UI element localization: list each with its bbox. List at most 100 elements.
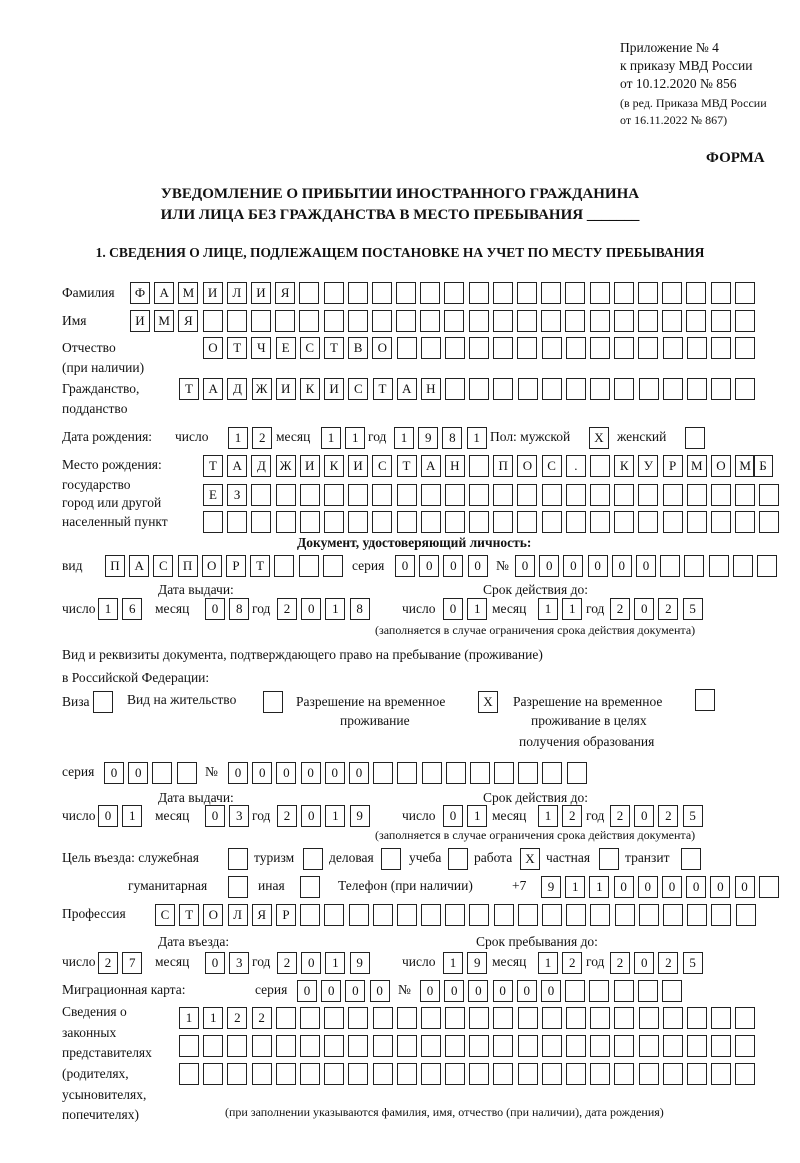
char-cell[interactable]: 1 bbox=[228, 427, 248, 449]
char-cell[interactable] bbox=[492, 282, 513, 304]
char-cell[interactable] bbox=[638, 1007, 659, 1029]
char-cell[interactable]: Р bbox=[225, 555, 246, 577]
char-cell[interactable]: 8 bbox=[442, 427, 463, 449]
char-cell[interactable]: 1 bbox=[538, 952, 558, 974]
char-cell[interactable]: 0 bbox=[686, 876, 707, 898]
char-cell[interactable] bbox=[444, 337, 465, 359]
checkbox[interactable] bbox=[448, 848, 468, 870]
char-cell[interactable] bbox=[420, 1007, 441, 1029]
char-cell[interactable]: И bbox=[250, 282, 271, 304]
char-cell[interactable] bbox=[686, 282, 707, 304]
char-cell[interactable]: 0 bbox=[321, 980, 342, 1002]
char-cell[interactable] bbox=[517, 511, 538, 533]
char-cell[interactable]: С bbox=[348, 378, 369, 400]
char-cell[interactable] bbox=[396, 904, 417, 926]
char-cell[interactable]: 1 bbox=[325, 952, 346, 974]
char-cell[interactable] bbox=[565, 980, 586, 1002]
char-cell[interactable] bbox=[275, 1007, 296, 1029]
char-cell[interactable] bbox=[686, 310, 707, 332]
char-cell[interactable] bbox=[638, 484, 659, 506]
char-cell[interactable]: 0 bbox=[492, 980, 513, 1002]
char-cell[interactable] bbox=[614, 1035, 635, 1057]
char-cell[interactable]: О bbox=[203, 337, 223, 359]
char-cell[interactable] bbox=[735, 511, 756, 533]
char-cell[interactable] bbox=[299, 1063, 320, 1085]
char-cell[interactable]: К bbox=[614, 455, 635, 477]
char-cell[interactable] bbox=[420, 310, 441, 332]
char-cell[interactable]: 1 bbox=[325, 805, 346, 827]
char-cell[interactable] bbox=[590, 484, 610, 506]
char-cell[interactable]: 2 bbox=[658, 952, 679, 974]
char-cell[interactable]: 0 bbox=[587, 555, 608, 577]
char-cell[interactable]: 9 bbox=[467, 952, 488, 974]
char-cell[interactable] bbox=[711, 1063, 732, 1085]
char-cell[interactable]: Т bbox=[250, 555, 271, 577]
char-cell[interactable] bbox=[735, 378, 756, 400]
char-cell[interactable]: И bbox=[130, 310, 150, 332]
char-cell[interactable]: Ж bbox=[251, 378, 272, 400]
char-cell[interactable] bbox=[589, 310, 610, 332]
char-cell[interactable] bbox=[638, 378, 659, 400]
char-cell[interactable] bbox=[348, 1035, 369, 1057]
char-cell[interactable] bbox=[660, 555, 681, 577]
char-cell[interactable]: П bbox=[177, 555, 198, 577]
char-cell[interactable] bbox=[421, 762, 442, 784]
char-cell[interactable] bbox=[517, 904, 538, 926]
char-cell[interactable]: М bbox=[735, 455, 756, 477]
char-cell[interactable]: С bbox=[299, 337, 320, 359]
char-cell[interactable]: С bbox=[155, 904, 175, 926]
char-cell[interactable] bbox=[469, 1035, 490, 1057]
char-cell[interactable] bbox=[565, 337, 586, 359]
char-cell[interactable] bbox=[708, 555, 729, 577]
char-cell[interactable] bbox=[372, 1063, 393, 1085]
char-cell[interactable] bbox=[152, 762, 173, 784]
char-cell[interactable]: Н bbox=[444, 455, 465, 477]
char-cell[interactable]: Д bbox=[227, 378, 248, 400]
char-cell[interactable] bbox=[566, 1035, 586, 1057]
char-cell[interactable] bbox=[686, 1035, 707, 1057]
char-cell[interactable] bbox=[251, 484, 272, 506]
char-cell[interactable]: 5 bbox=[682, 598, 703, 620]
char-cell[interactable] bbox=[203, 511, 223, 533]
char-cell[interactable]: 1 bbox=[466, 427, 487, 449]
char-cell[interactable] bbox=[299, 1007, 320, 1029]
char-cell[interactable] bbox=[323, 310, 344, 332]
char-cell[interactable] bbox=[275, 1063, 296, 1085]
char-cell[interactable] bbox=[420, 1035, 441, 1057]
char-cell[interactable] bbox=[468, 282, 489, 304]
char-cell[interactable]: 0 bbox=[205, 805, 225, 827]
char-cell[interactable]: Т bbox=[227, 337, 248, 359]
char-cell[interactable]: Я bbox=[275, 282, 296, 304]
char-cell[interactable]: И bbox=[202, 282, 223, 304]
char-cell[interactable] bbox=[735, 337, 756, 359]
checkbox[interactable] bbox=[681, 848, 701, 870]
char-cell[interactable] bbox=[445, 762, 466, 784]
char-cell[interactable] bbox=[493, 378, 514, 400]
char-cell[interactable]: Л bbox=[226, 282, 247, 304]
char-cell[interactable]: 0 bbox=[516, 980, 537, 1002]
char-cell[interactable] bbox=[469, 762, 490, 784]
char-cell[interactable] bbox=[517, 1007, 538, 1029]
char-cell[interactable]: 0 bbox=[635, 555, 656, 577]
char-cell[interactable] bbox=[661, 980, 682, 1002]
char-cell[interactable] bbox=[566, 904, 587, 926]
char-cell[interactable]: 0 bbox=[468, 980, 489, 1002]
char-cell[interactable] bbox=[710, 310, 731, 332]
char-cell[interactable]: Н bbox=[420, 378, 441, 400]
char-cell[interactable] bbox=[542, 762, 563, 784]
char-cell[interactable]: Я bbox=[178, 310, 199, 332]
char-cell[interactable] bbox=[613, 310, 634, 332]
char-cell[interactable] bbox=[493, 337, 514, 359]
char-cell[interactable] bbox=[299, 1035, 320, 1057]
char-cell[interactable]: М bbox=[154, 310, 175, 332]
char-cell[interactable] bbox=[541, 310, 562, 332]
char-cell[interactable]: 0 bbox=[252, 762, 273, 784]
char-cell[interactable]: 8 bbox=[229, 598, 250, 620]
char-cell[interactable] bbox=[179, 1063, 199, 1085]
char-cell[interactable]: 8 bbox=[349, 598, 370, 620]
char-cell[interactable] bbox=[445, 378, 466, 400]
char-cell[interactable] bbox=[227, 1035, 248, 1057]
char-cell[interactable] bbox=[662, 1035, 683, 1057]
char-cell[interactable]: М bbox=[686, 455, 707, 477]
char-cell[interactable] bbox=[735, 1035, 756, 1057]
